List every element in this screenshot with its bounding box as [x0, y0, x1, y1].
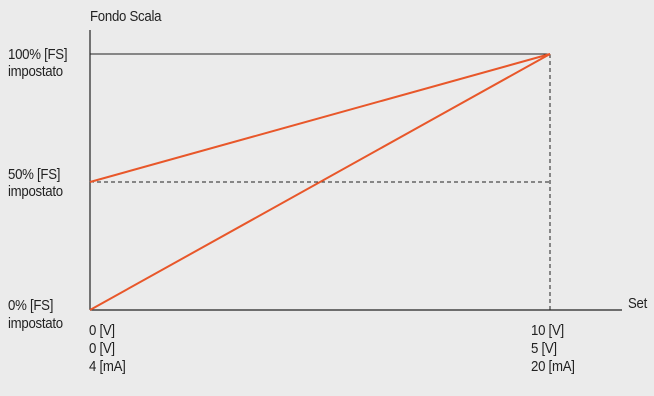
y-tick-label-0-line1: 0% [FS] — [8, 297, 54, 314]
series-line-1 — [89, 53, 551, 183]
x-tick-label-100-line1: 10 [V] — [531, 322, 564, 339]
y-tick-label-0-line2: impostato — [8, 315, 63, 332]
y-tick-label-100-line2: impostato — [8, 63, 63, 80]
x-tick-label-0-line2: 0 [V] — [89, 340, 115, 357]
series-line-2 — [89, 53, 551, 311]
y-tick-label-100-line1: 100% [FS] — [8, 46, 68, 63]
y-tick-label-50-line2: impostato — [8, 183, 63, 200]
y-axis-title: Fondo Scala — [90, 8, 162, 25]
x-tick-label-100-line2: 5 [V] — [531, 340, 557, 357]
x-tick-label-100-line3: 20 [mA] — [531, 358, 575, 375]
x-tick-label-0-line1: 0 [V] — [89, 322, 115, 339]
x-tick-label-0-line3: 4 [mA] — [89, 358, 126, 375]
x-axis-title: Set — [628, 295, 648, 312]
y-tick-label-50-line1: 50% [FS] — [8, 166, 61, 183]
